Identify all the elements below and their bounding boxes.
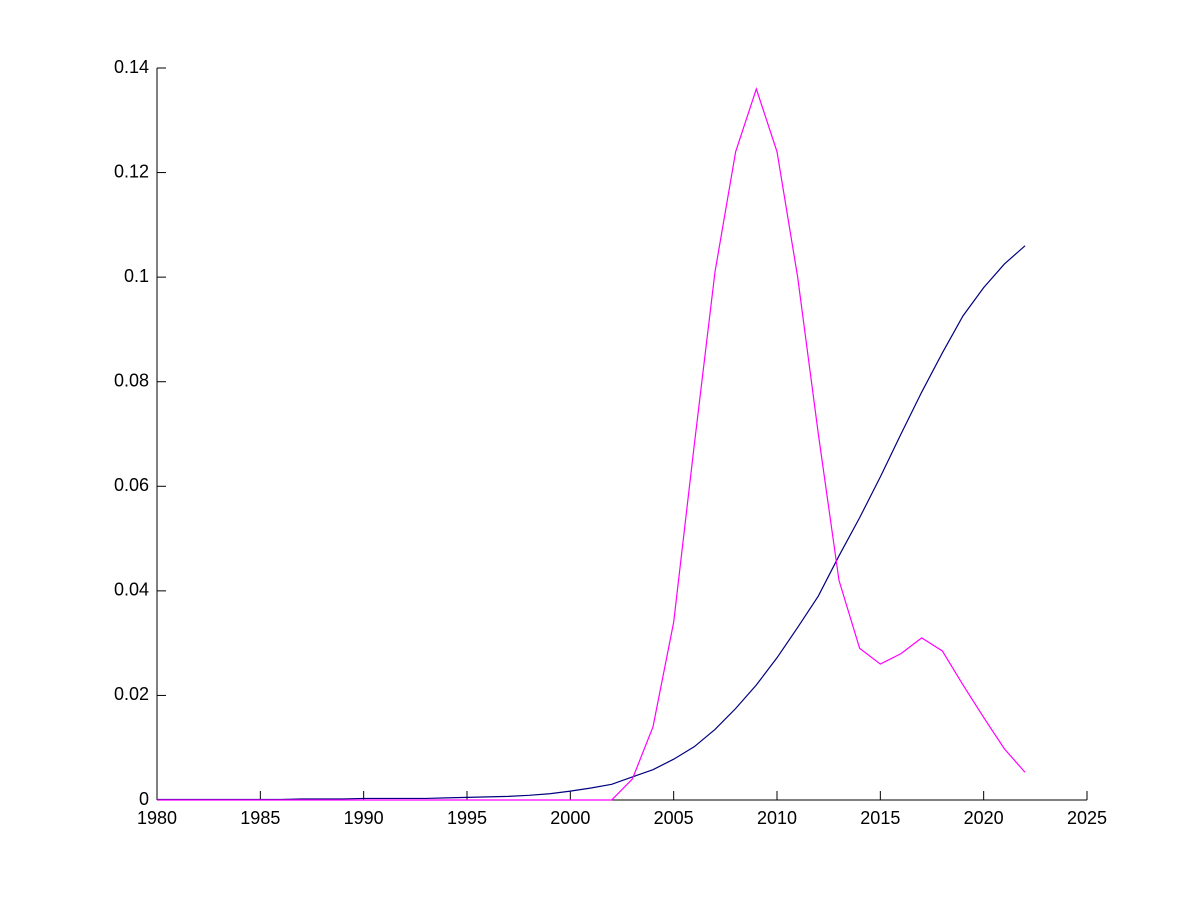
y-tick-label: 0.08 — [114, 370, 149, 390]
x-tick-label: 2000 — [550, 808, 590, 828]
series-line — [157, 86, 1026, 801]
x-tick-label: 2025 — [1067, 808, 1107, 828]
y-tick-label: 0.1 — [124, 266, 149, 286]
x-tick-label: 2015 — [860, 808, 900, 828]
y-tick-label: 0.06 — [114, 475, 149, 495]
y-tick-label: 0.02 — [114, 684, 149, 704]
x-tick-label: 1995 — [447, 808, 487, 828]
y-tick-label: 0 — [139, 789, 149, 809]
y-tick-label: 0.04 — [114, 580, 149, 600]
x-tick-label: 2010 — [757, 808, 797, 828]
y-tick-label: 0.14 — [114, 57, 149, 77]
x-tick-label: 1990 — [344, 808, 384, 828]
series-line — [157, 245, 1026, 801]
y-tick-label: 0.12 — [114, 161, 149, 181]
x-tick-label: 2020 — [964, 808, 1004, 828]
x-tick-label: 1985 — [240, 808, 280, 828]
x-tick-label: 2005 — [654, 808, 694, 828]
x-tick-label: 1980 — [137, 808, 177, 828]
